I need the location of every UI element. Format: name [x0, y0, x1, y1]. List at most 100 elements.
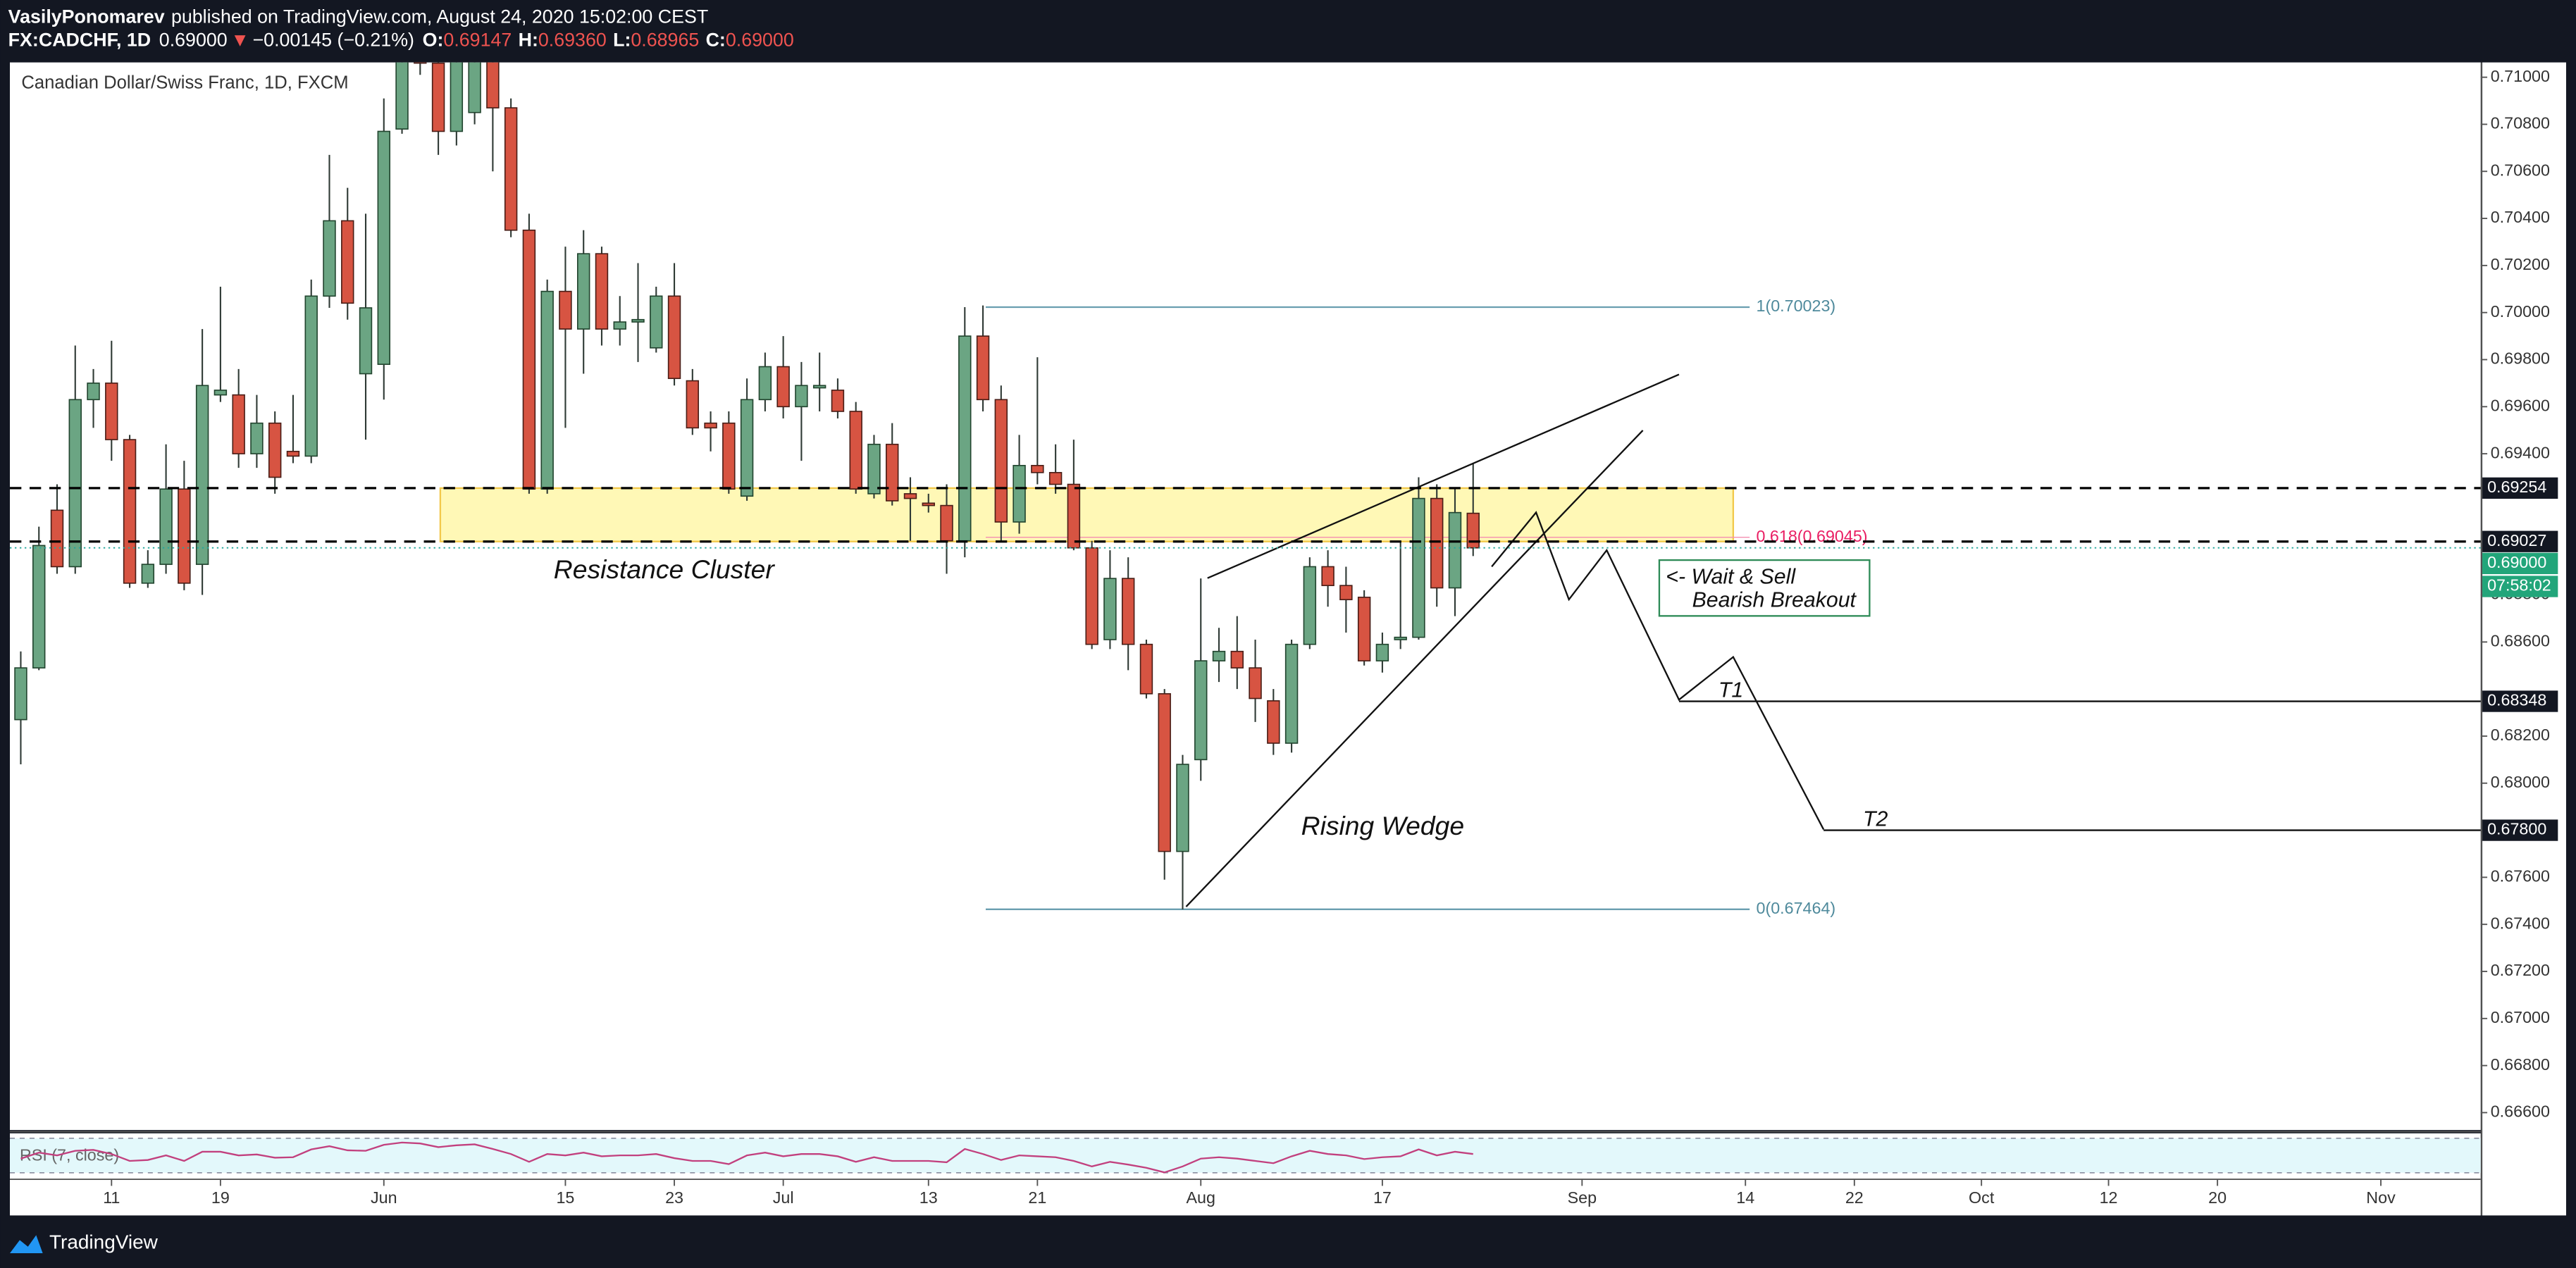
candle-body [958, 335, 972, 542]
x-tick-label: Sep [1568, 1188, 1597, 1207]
drawings [1185, 373, 1871, 907]
ohlc-label: O: [423, 29, 444, 50]
chart-title: Canadian Dollar/Swiss Franc, 1D, FXCM [21, 73, 348, 93]
candle-body [758, 366, 772, 401]
rsi-title: RSI (7, close) [20, 1146, 119, 1164]
fib-label: 1(0.70023) [1757, 297, 1836, 315]
candle-body [504, 107, 518, 231]
candle-body [686, 380, 700, 429]
published: published on TradingView.com, August 24,… [171, 6, 708, 27]
candle-body [468, 62, 481, 113]
price-label: 0.69027 [2487, 531, 2546, 549]
candle-body [32, 545, 46, 669]
price-pane [10, 62, 2481, 1131]
candle-body [886, 443, 899, 502]
y-tick-label: 0.68200 [2491, 726, 2550, 744]
x-tick-label: 21 [1028, 1188, 1046, 1207]
x-tick-label: 23 [665, 1188, 683, 1207]
candle-body [359, 307, 373, 375]
ohlc-label: C: [706, 29, 726, 50]
y-tick-label: 0.70400 [2491, 208, 2550, 226]
candle-body [1466, 512, 1480, 549]
candle-body [704, 422, 717, 429]
candle-body [105, 383, 118, 440]
x-tick-label: 17 [1373, 1188, 1392, 1207]
candle-body [795, 385, 808, 408]
zone-label: Resistance Cluster [554, 554, 776, 584]
y-tick-label: 0.67600 [2491, 867, 2550, 885]
candle-body [1284, 643, 1299, 744]
x-tick-label: 11 [103, 1188, 120, 1207]
candle-body [1321, 566, 1335, 586]
change: −0.00145 (−0.21%) [253, 29, 414, 50]
candle-body [740, 399, 754, 497]
candle-body [903, 493, 917, 499]
countdown-box [2482, 576, 2558, 597]
y-tick-label: 0.68000 [2491, 773, 2550, 791]
last-price-label: 0.69000 [2487, 553, 2546, 571]
candle-body [1249, 667, 1262, 700]
y-tick-label: 0.66800 [2491, 1055, 2550, 1074]
x-tick-label: 12 [2100, 1188, 2118, 1207]
y-tick-label: 0.69600 [2491, 396, 2550, 414]
countdown: 07:58:02 [2487, 576, 2551, 595]
candle-body [1121, 578, 1135, 645]
y-tick-label: 0.70000 [2491, 302, 2550, 321]
wedge-label: Rising Wedge [1301, 811, 1465, 840]
candle-body [1085, 547, 1098, 645]
candle-body [213, 390, 228, 396]
candle-body [1067, 483, 1081, 549]
y-tick-label: 0.70600 [2491, 161, 2550, 179]
x-tick-label: 22 [1845, 1188, 1864, 1207]
candle-body [87, 383, 100, 401]
candle-body [141, 564, 155, 584]
brand: TradingView [49, 1231, 159, 1253]
x-tick-label: 13 [919, 1188, 938, 1207]
candle-body [486, 62, 500, 108]
candle-body [1230, 650, 1244, 669]
candle-body [286, 450, 300, 457]
candle-body [559, 290, 572, 330]
candle-body [1103, 578, 1117, 640]
candle-body [377, 130, 390, 365]
y-tick-label: 0.70200 [2491, 255, 2550, 273]
candle-body [650, 295, 663, 349]
x-tick-label: Oct [1969, 1188, 1995, 1207]
header-line-1: VasilyPonomarev published on TradingView.… [8, 6, 709, 27]
price-label-box [2482, 530, 2558, 552]
header-line-2: FX:CADCHF, 1D 0.69000 ▼ −0.00145 (−0.21%) O:… [8, 29, 794, 50]
candle-body [994, 399, 1008, 523]
candle-body [667, 295, 681, 380]
y-tick-label: 0.69800 [2491, 349, 2550, 368]
candle-body [1194, 660, 1208, 761]
candle-body [1412, 497, 1425, 638]
candle-body [1430, 497, 1444, 589]
signal-label: <- Wait & Sell [1666, 566, 1796, 589]
candle-body [395, 62, 409, 130]
candle-body [450, 62, 464, 132]
ohlc-value: 0.68965 [631, 29, 699, 50]
candle-body [1013, 464, 1026, 523]
candle-body [304, 295, 318, 457]
fib-label: 0(0.67464) [1757, 899, 1836, 917]
ohlc-value: 0.69147 [443, 29, 512, 50]
candle-body [577, 253, 590, 330]
rsi-band [10, 1138, 2481, 1173]
x-tick-label: Nov [2366, 1188, 2396, 1207]
y-tick-label: 0.67400 [2491, 914, 2550, 932]
price-axis [2482, 62, 2566, 1216]
candle-body [159, 488, 173, 565]
candle-body [341, 220, 354, 304]
ohlc-label: H: [519, 29, 538, 50]
y-tick-label: 0.66600 [2491, 1102, 2550, 1121]
candle-body [414, 62, 427, 64]
candle-body [1357, 597, 1371, 661]
candle-body [976, 335, 990, 401]
candle-body [1394, 636, 1407, 640]
price-label-box [2482, 477, 2558, 499]
candle-body [812, 385, 826, 389]
candle-body [1267, 700, 1280, 744]
candle-body [922, 502, 935, 506]
candle-body [831, 390, 845, 412]
